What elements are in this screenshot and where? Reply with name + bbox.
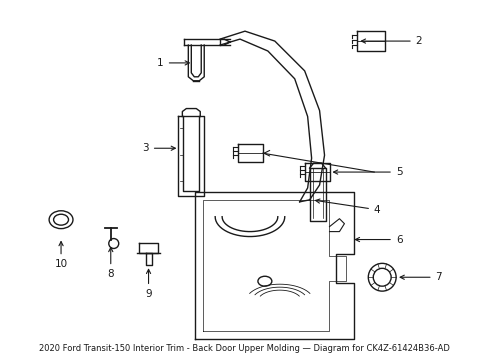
Text: 8: 8 [107,248,114,279]
Text: 2: 2 [361,36,422,46]
Text: 1: 1 [157,58,189,68]
Text: 3: 3 [142,143,175,153]
Text: 7: 7 [399,272,441,282]
Text: 2020 Ford Transit-150 Interior Trim - Back Door Upper Molding — Diagram for CK4Z: 2020 Ford Transit-150 Interior Trim - Ba… [39,344,449,353]
Text: 6: 6 [355,234,402,244]
Text: 9: 9 [145,269,152,299]
Text: 4: 4 [315,199,380,215]
Text: 5: 5 [333,167,402,177]
Text: 10: 10 [54,242,67,269]
